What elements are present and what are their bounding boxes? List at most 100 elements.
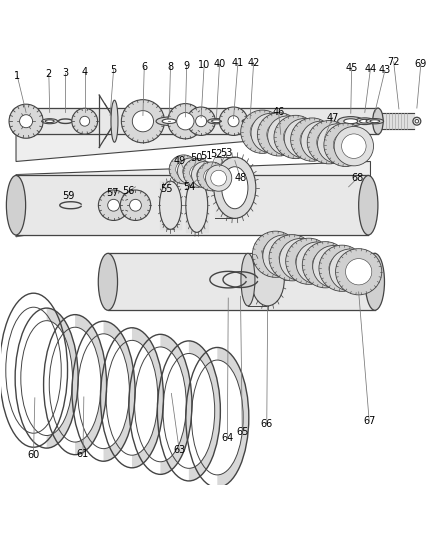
Ellipse shape (191, 161, 217, 188)
Ellipse shape (295, 242, 337, 284)
Ellipse shape (182, 163, 198, 179)
Text: 64: 64 (221, 433, 233, 443)
Text: 51: 51 (200, 151, 212, 161)
Ellipse shape (211, 120, 221, 123)
Ellipse shape (132, 111, 153, 132)
Ellipse shape (283, 125, 307, 149)
Ellipse shape (358, 175, 377, 235)
Text: 48: 48 (234, 173, 246, 183)
Ellipse shape (169, 155, 198, 184)
Ellipse shape (197, 162, 226, 191)
Ellipse shape (7, 175, 25, 235)
Ellipse shape (250, 119, 274, 144)
Polygon shape (160, 334, 191, 474)
Text: 47: 47 (325, 112, 338, 123)
Ellipse shape (11, 108, 21, 134)
Ellipse shape (185, 178, 207, 232)
Ellipse shape (258, 121, 283, 146)
Text: 40: 40 (213, 59, 225, 69)
Ellipse shape (196, 167, 212, 182)
Ellipse shape (311, 252, 338, 278)
Text: 59: 59 (62, 191, 74, 200)
Ellipse shape (295, 248, 321, 274)
Text: 41: 41 (231, 59, 244, 68)
Ellipse shape (213, 157, 255, 219)
Ellipse shape (187, 107, 215, 135)
Text: 67: 67 (362, 416, 374, 425)
Text: 68: 68 (350, 173, 363, 183)
Polygon shape (217, 348, 248, 488)
Ellipse shape (129, 199, 141, 211)
Text: 46: 46 (272, 108, 284, 117)
Text: 43: 43 (378, 66, 390, 76)
Ellipse shape (328, 255, 354, 281)
Ellipse shape (203, 168, 219, 184)
Ellipse shape (221, 167, 247, 209)
Ellipse shape (303, 250, 329, 276)
Ellipse shape (159, 181, 181, 229)
Ellipse shape (369, 120, 379, 123)
Ellipse shape (252, 231, 298, 277)
Ellipse shape (251, 253, 284, 306)
Ellipse shape (320, 253, 346, 280)
Text: 42: 42 (247, 58, 259, 68)
Ellipse shape (299, 127, 324, 152)
Ellipse shape (335, 249, 381, 295)
Ellipse shape (328, 249, 371, 291)
Ellipse shape (337, 117, 363, 126)
Polygon shape (75, 314, 106, 455)
Ellipse shape (20, 115, 32, 128)
Ellipse shape (291, 126, 315, 150)
Ellipse shape (107, 199, 119, 211)
Text: 61: 61 (77, 449, 89, 459)
Ellipse shape (267, 116, 306, 155)
Ellipse shape (80, 116, 89, 126)
Text: 60: 60 (27, 450, 39, 459)
Text: 49: 49 (173, 156, 186, 166)
Ellipse shape (183, 158, 212, 187)
Ellipse shape (205, 165, 231, 191)
Text: 54: 54 (183, 182, 195, 192)
Polygon shape (46, 308, 78, 448)
Ellipse shape (72, 108, 97, 134)
Text: 53: 53 (219, 148, 232, 158)
Ellipse shape (300, 121, 339, 160)
Text: 9: 9 (183, 61, 189, 71)
Text: 56: 56 (122, 186, 134, 196)
Text: 52: 52 (209, 149, 222, 159)
Ellipse shape (343, 119, 357, 124)
Ellipse shape (359, 119, 369, 123)
Ellipse shape (324, 131, 349, 156)
Ellipse shape (262, 241, 288, 268)
Ellipse shape (341, 134, 365, 158)
Ellipse shape (287, 246, 313, 272)
Ellipse shape (332, 133, 357, 157)
Ellipse shape (266, 122, 290, 147)
Ellipse shape (98, 253, 117, 310)
Ellipse shape (155, 117, 182, 125)
Polygon shape (16, 161, 370, 237)
Text: 72: 72 (387, 56, 399, 67)
Text: 45: 45 (345, 63, 357, 73)
Ellipse shape (195, 116, 206, 127)
Ellipse shape (414, 119, 418, 123)
Ellipse shape (317, 124, 356, 163)
Text: 63: 63 (173, 445, 185, 455)
Polygon shape (103, 321, 135, 461)
Text: 4: 4 (81, 67, 88, 77)
Ellipse shape (251, 114, 290, 153)
Ellipse shape (167, 103, 202, 139)
Ellipse shape (175, 161, 191, 177)
Ellipse shape (316, 130, 340, 155)
Ellipse shape (240, 253, 254, 306)
Ellipse shape (189, 165, 205, 181)
Ellipse shape (9, 104, 43, 138)
Ellipse shape (207, 118, 225, 124)
Text: 3: 3 (62, 68, 68, 78)
Ellipse shape (240, 110, 283, 154)
Ellipse shape (120, 190, 150, 221)
Ellipse shape (323, 123, 366, 166)
Ellipse shape (98, 190, 128, 221)
Text: 50: 50 (190, 153, 202, 163)
Ellipse shape (312, 246, 354, 287)
